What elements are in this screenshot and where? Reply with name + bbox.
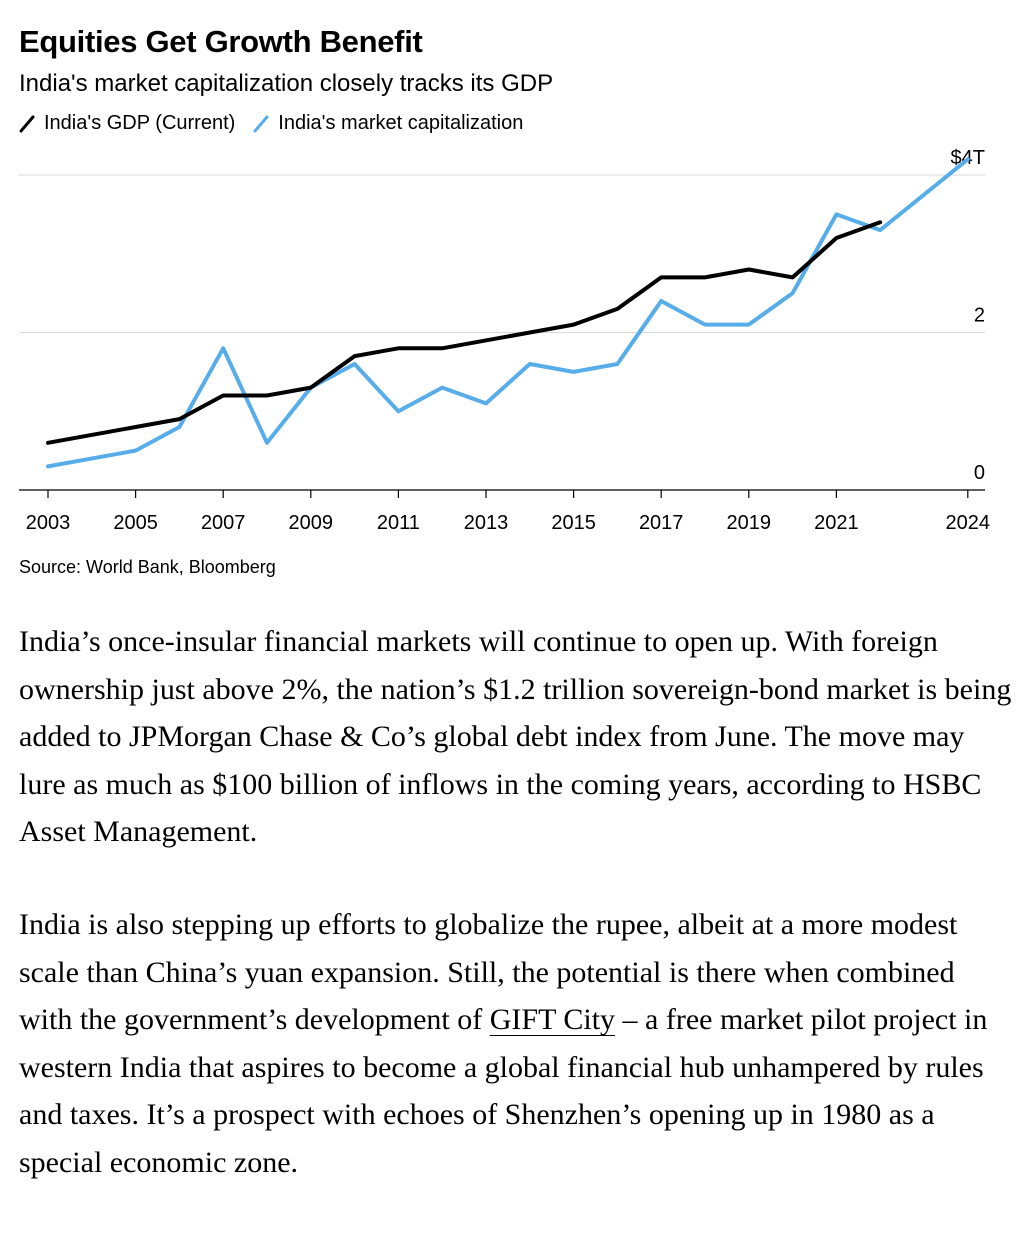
chart-gridlines bbox=[19, 174, 985, 333]
chart-x-axis: 2003 2005 2007 2009 2011 2013 2015 2017 2019 2021… bbox=[19, 489, 991, 534]
gift-city-link[interactable]: GIFT City bbox=[489, 1003, 616, 1036]
chart-subtitle: India's market capitalization closely tr… bbox=[19, 70, 554, 97]
series-line-market-cap bbox=[46, 157, 970, 469]
chart-source: Source: World Bank, Bloomberg bbox=[19, 557, 276, 577]
x-tick-label-10: 2024 bbox=[946, 512, 991, 534]
article-paragraph-2: India is also stepping up efforts to glo… bbox=[19, 901, 1014, 1186]
chart-legend: India's GDP (Current) India's market cap… bbox=[19, 112, 541, 135]
x-tick-label-5: 2013 bbox=[464, 512, 509, 534]
x-tick-label-7: 2017 bbox=[639, 512, 684, 534]
x-tick-label-1: 2005 bbox=[113, 512, 158, 534]
legend-label-market-cap: India's market capitalization bbox=[278, 112, 524, 134]
x-tick-label-6: 2015 bbox=[551, 512, 596, 534]
y-tick-label-0: 0 bbox=[974, 462, 985, 484]
paragraph-2-text-start: India is also stepping up efforts to glo… bbox=[19, 908, 958, 1036]
legend-swatch-gdp bbox=[19, 115, 35, 132]
legend-swatch-market-cap bbox=[253, 115, 269, 132]
y-tick-label-1: 2 bbox=[974, 305, 985, 327]
chart-y-tick-labels: 02$4T bbox=[951, 147, 985, 484]
x-tick-label-9: 2021 bbox=[814, 512, 859, 534]
series-line-gdp bbox=[46, 220, 883, 445]
paragraph-2-text-end: – a free market pilot project in western… bbox=[19, 1003, 988, 1179]
legend-item-market-cap: India's market capitalization bbox=[253, 112, 523, 135]
x-tick-label-8: 2019 bbox=[727, 512, 772, 534]
article-paragraph-1: India’s once-insular financial markets w… bbox=[19, 625, 1012, 848]
legend-item-gdp: India's GDP (Current) bbox=[19, 112, 235, 135]
legend-label-gdp: India's GDP (Current) bbox=[44, 112, 236, 134]
x-tick-label-2: 2007 bbox=[201, 512, 246, 534]
chart-series bbox=[46, 157, 970, 469]
x-tick-label-0: 2003 bbox=[26, 512, 71, 534]
chart-title: Equities Get Growth Benefit bbox=[19, 24, 423, 59]
x-tick-label-4: 2011 bbox=[377, 512, 420, 534]
line-chart: 2003 2005 2007 2009 2011 2013 2015 2017 2019 2021… bbox=[19, 147, 991, 534]
x-tick-label-3: 2009 bbox=[289, 512, 334, 534]
